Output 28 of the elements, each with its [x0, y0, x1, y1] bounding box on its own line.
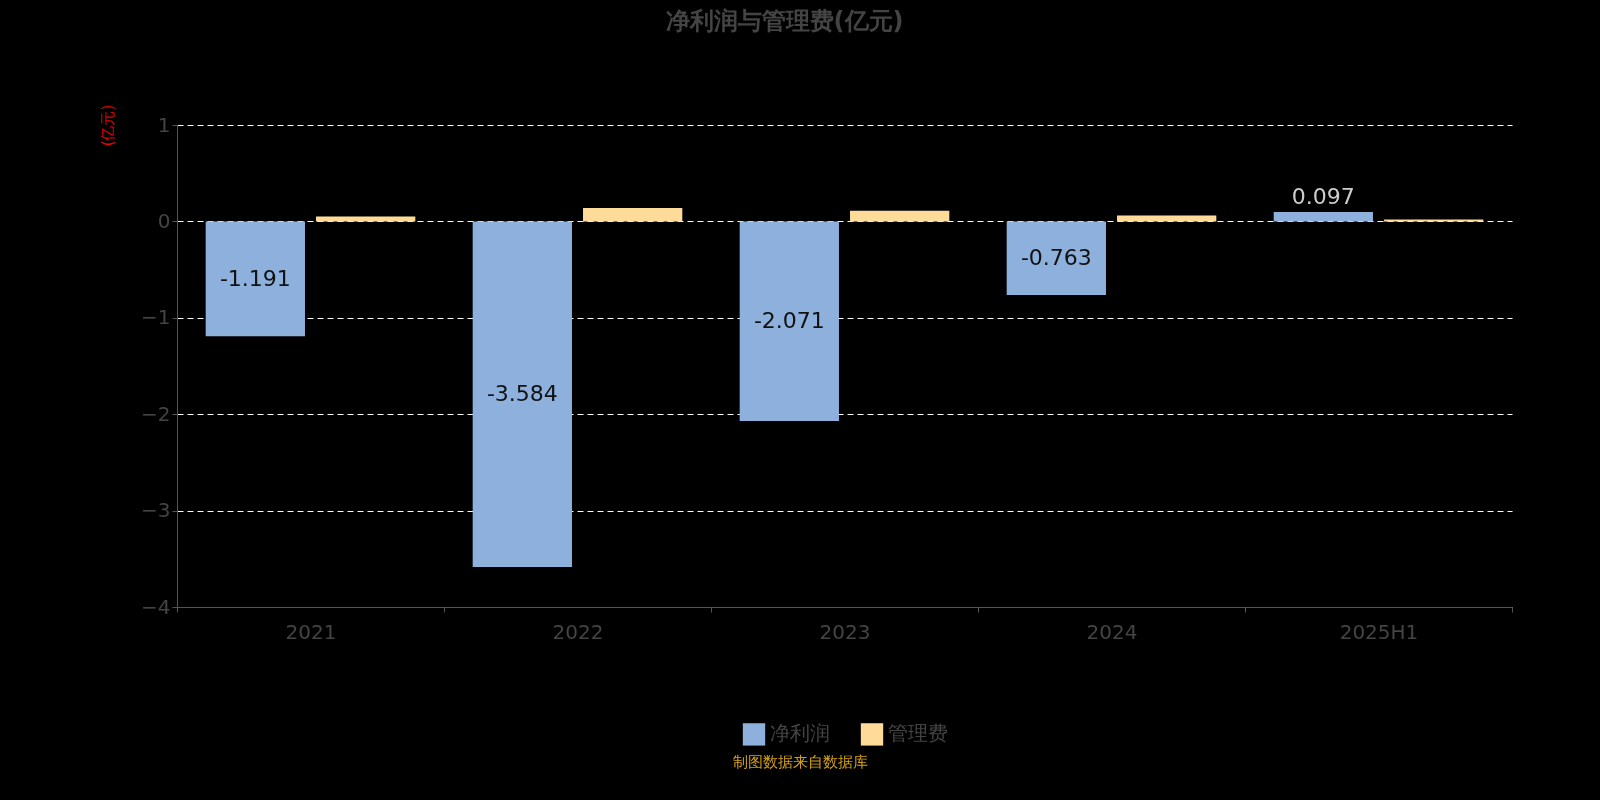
data-label: -0.763	[1020, 245, 1092, 271]
x-tick-label: 2022	[552, 619, 604, 644]
data-label: -2.071	[753, 308, 825, 334]
bar	[850, 210, 950, 222]
y-tick-label: −1	[141, 305, 171, 330]
data-label: -1.191	[219, 265, 291, 291]
bar	[739, 221, 839, 422]
bar	[205, 221, 305, 337]
data-label: 0.097	[1291, 184, 1355, 210]
bar	[1273, 212, 1373, 222]
data-label: -3.584	[486, 381, 558, 407]
x-tick-label: 2024	[1086, 619, 1138, 644]
bar	[472, 221, 572, 567]
y-tick-label: 0	[157, 208, 171, 233]
legend-label: 净利润	[770, 721, 830, 746]
y-tick-label: −3	[141, 498, 171, 523]
text: 制图数据来自数据库	[731, 753, 869, 772]
bar	[583, 207, 683, 222]
x-tick-label: 2023	[819, 619, 871, 644]
y-tick-label: 1	[157, 112, 171, 137]
y-axis-title: (亿元)	[99, 104, 118, 147]
y-tick-label: −4	[141, 594, 171, 619]
x-tick-label: 2025H1	[1339, 619, 1419, 644]
bar	[1006, 221, 1106, 295]
x-tick-label: 2021	[285, 619, 337, 644]
legend-label: 管理费	[888, 721, 948, 746]
y-tick-label: −2	[141, 401, 171, 426]
chart-title: 净利润与管理费(亿元)	[665, 7, 904, 36]
